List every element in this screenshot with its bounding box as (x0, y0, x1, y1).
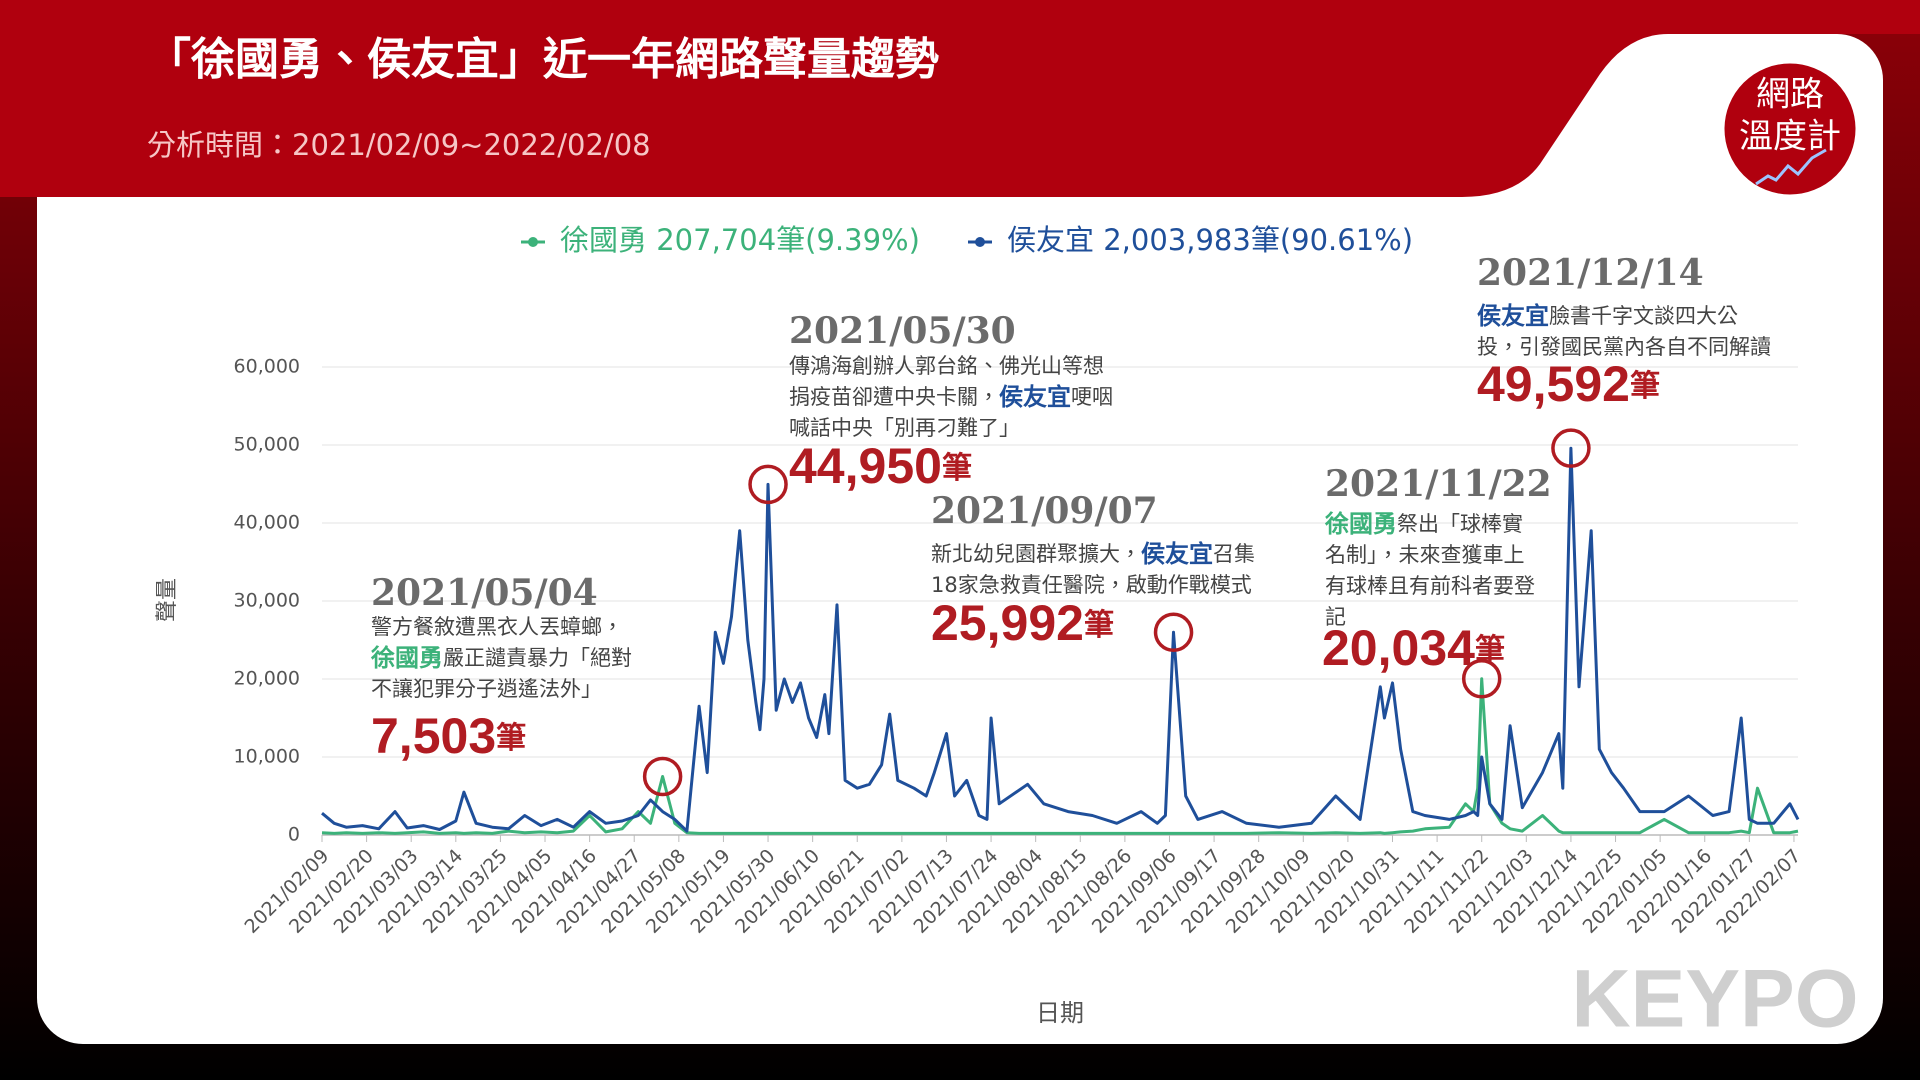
annotation-date: 2021/12/14 (1477, 252, 1704, 294)
annotation-segment: 名制」，未來查獲車上 (1325, 543, 1525, 567)
annotation-unit: 筆 (1630, 369, 1660, 403)
annotation-segment: 徐國勇 (370, 644, 443, 672)
legend-swatch (975, 237, 985, 247)
watermark: KEYPO (1571, 954, 1858, 1045)
annotation-unit: 筆 (1084, 608, 1114, 642)
legend-total: 207,704筆(9.39%) (656, 223, 920, 257)
logo-text: 網路 (1756, 75, 1824, 115)
annotation-number: 44,950 (789, 438, 942, 494)
annotation-segment: 新北幼兒園群聚擴大， (931, 542, 1141, 566)
annotation-value: 25,992筆 (931, 595, 1114, 651)
annotation-segment: 喊話中央「別再刁難了」 (789, 416, 1020, 440)
annotation-text: 侯友宜臉書千字文談四大公 (1477, 302, 1738, 330)
annotation-date: 2021/11/22 (1325, 463, 1552, 505)
annotation-text: 徐國勇祭出「球棒實 (1324, 510, 1523, 538)
annotation-segment: 祭出「球棒實 (1397, 512, 1523, 536)
annotation-segment: 捐疫苗卻遭中央卡關， (789, 385, 999, 409)
y-tick-label: 20,000 (234, 668, 300, 690)
peak-marker (1461, 658, 1502, 699)
card (37, 34, 1883, 1044)
annotation-text: 18家急救責任醫院，啟動作戰模式 (931, 573, 1252, 597)
y-tick-label: 10,000 (234, 746, 300, 768)
annotation-text: 記 (1325, 605, 1346, 629)
annotation-segment: 嚴正譴責暴力「絕對 (443, 646, 632, 670)
logo-text: 溫度計 (1739, 117, 1841, 157)
y-tick-label: 30,000 (234, 590, 300, 612)
annotation-segment: 不讓犯罪分子逍遙法外」 (371, 677, 602, 701)
annotation-segment: 記 (1325, 605, 1346, 629)
annotation-segment: 侯友宜 (1141, 540, 1213, 568)
x-axis-label: 日期 (1036, 999, 1084, 1027)
y-axis-label: 聲量 (155, 578, 180, 622)
annotation-number: 20,034 (1322, 620, 1475, 676)
y-tick-label: 0 (288, 824, 300, 846)
annotation-segment: 侯友宜 (999, 383, 1071, 411)
annotation-segment: 傳鴻海創辦人郭台銘、佛光山等想 (789, 354, 1104, 378)
annotation-number: 49,592 (1477, 356, 1630, 412)
annotation-segment: 投，引發國民黨內各自不同解讀 (1477, 335, 1771, 359)
annotation-text: 名制」，未來查獲車上 (1325, 543, 1525, 567)
annotation-text: 投，引發國民黨內各自不同解讀 (1477, 335, 1771, 359)
annotation-date: 2021/05/04 (371, 572, 598, 614)
annotation-number: 7,503 (371, 708, 496, 764)
legend-label: 侯友宜 2,003,983筆(90.61%) (1007, 223, 1413, 257)
legend-name: 侯友宜 (1007, 223, 1094, 257)
annotation-text: 有球棒且有前科者要登 (1325, 574, 1535, 598)
annotation-segment: 有球棒且有前科者要登 (1325, 574, 1535, 598)
annotation-number: 25,992 (931, 595, 1084, 651)
peak-marker (1551, 428, 1591, 468)
annotation-segment: 徐國勇 (1324, 510, 1397, 538)
annotation-text: 警方餐敘遭黑衣人丟蟑螂， (371, 615, 623, 639)
annotation-value: 20,034筆 (1322, 620, 1505, 676)
annotation-date: 2021/09/07 (931, 490, 1158, 532)
annotation-value: 7,503筆 (371, 708, 526, 764)
header-band (0, 0, 1920, 197)
peak-marker (748, 464, 788, 505)
y-tick-label: 60,000 (234, 356, 300, 378)
legend-total: 2,003,983筆(90.61%) (1103, 223, 1413, 257)
peak-marker (1153, 612, 1194, 653)
annotation-segment: 18家急救責任醫院，啟動作戰模式 (931, 573, 1252, 597)
legend-name: 徐國勇 (560, 223, 647, 257)
annotation-unit: 筆 (942, 451, 972, 485)
legend-swatch (528, 237, 538, 247)
title: 「徐國勇、侯友宜」近一年網路聲量趨勢 (147, 34, 939, 85)
peak-marker (642, 756, 683, 797)
subtitle: 分析時間：2021/02/09~2022/02/08 (147, 128, 651, 162)
annotation-date: 2021/05/30 (789, 310, 1016, 352)
annotation-segment: 侯友宜 (1477, 302, 1549, 330)
annotation-segment: 召集 (1213, 542, 1255, 566)
annotation-segment: 哽咽 (1071, 385, 1113, 409)
logo-badge (1721, 60, 1859, 198)
annotation-segment: 臉書千字文談四大公 (1549, 304, 1738, 328)
annotation-text: 傳鴻海創辦人郭台銘、佛光山等想 (789, 354, 1104, 378)
y-tick-label: 40,000 (234, 512, 300, 534)
logo-wave (1755, 148, 1827, 186)
annotation-unit: 筆 (496, 721, 526, 755)
annotation-text: 新北幼兒園群聚擴大，侯友宜召集 (931, 540, 1255, 568)
annotation-value: 49,592筆 (1477, 356, 1660, 412)
annotation-text: 捐疫苗卻遭中央卡關，侯友宜哽咽 (789, 383, 1113, 411)
series-line (321, 446, 1800, 833)
legend-label: 徐國勇 207,704筆(9.39%) (560, 223, 920, 257)
annotation-text: 不讓犯罪分子逍遙法外」 (371, 677, 602, 701)
annotation-segment: 警方餐敘遭黑衣人丟蟑螂， (371, 615, 623, 639)
annotation-text: 徐國勇嚴正譴責暴力「絕對 (370, 644, 632, 672)
annotation-value: 44,950筆 (789, 438, 972, 494)
y-tick-label: 50,000 (234, 434, 300, 456)
series-line (321, 677, 1799, 835)
annotation-text: 喊話中央「別再刁難了」 (789, 416, 1020, 440)
